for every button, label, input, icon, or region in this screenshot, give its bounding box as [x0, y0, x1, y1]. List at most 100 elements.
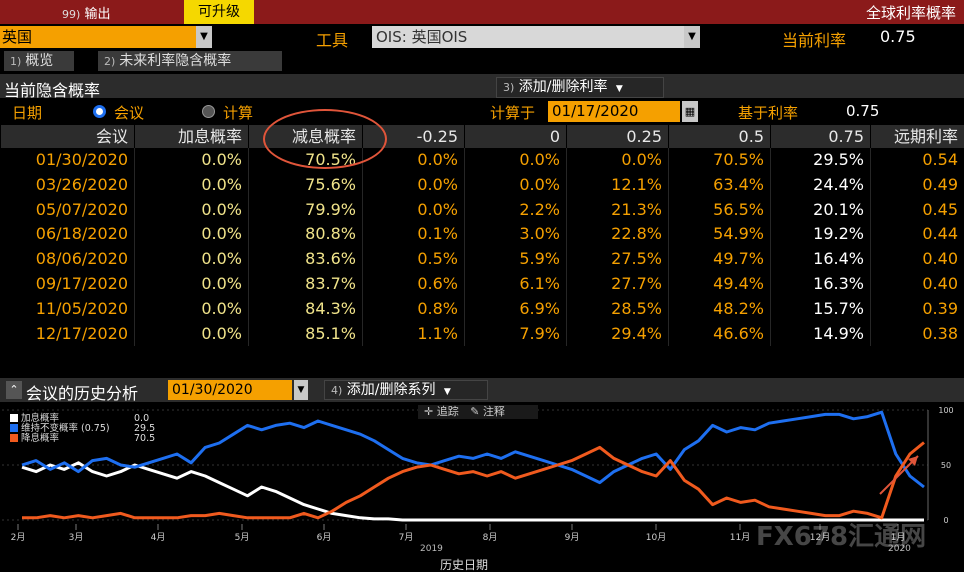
table-cell: 0.0% — [417, 174, 458, 194]
meeting-date-cell[interactable]: 12/17/2020 — [35, 323, 128, 343]
meeting-date-cell[interactable]: 03/26/2020 — [35, 174, 128, 194]
legend-value: 0.0 — [134, 413, 150, 424]
calendar-icon[interactable]: ▦ — [682, 101, 698, 122]
legend-swatch — [10, 424, 18, 432]
table-cell: 80.8% — [305, 224, 356, 244]
x-tick-label: 4月 — [151, 532, 166, 543]
x-axis-label: 历史日期 — [440, 558, 489, 572]
table-cell: 27.5% — [611, 249, 662, 269]
column-divider — [770, 148, 771, 346]
table-cell: 0.0% — [201, 323, 242, 343]
meeting-date-cell[interactable]: 08/06/2020 — [35, 249, 128, 269]
calc-date-input[interactable]: 01/17/2020 — [548, 101, 680, 122]
history-date-input[interactable]: 01/30/2020 — [168, 380, 292, 400]
output-menu-number: 99) — [62, 8, 81, 21]
table-cell: 0.0% — [201, 274, 242, 293]
column-header[interactable]: 0.75 — [770, 125, 870, 148]
history-title: 会议的历史分析 — [26, 384, 139, 403]
section-title: 当前隐含概率 — [4, 81, 101, 100]
column-header[interactable]: 会议 — [0, 125, 134, 148]
x-tick-label: 9月 — [565, 532, 580, 543]
tool-dropdown-button[interactable]: ▼ — [684, 26, 700, 48]
table-cell: 46.6% — [713, 323, 764, 343]
crosshair-icon[interactable]: ✛ — [424, 405, 434, 418]
table-cell: 0.0% — [417, 199, 458, 219]
current-rate-value: 0.75 — [880, 27, 916, 46]
column-divider — [668, 148, 669, 346]
table-cell: 15.7% — [813, 298, 864, 318]
highlight-circle — [263, 109, 387, 169]
radio-calculate[interactable] — [202, 105, 215, 118]
chevron-down-icon[interactable]: ▼ — [294, 380, 308, 400]
x-tick-label: 3月 — [69, 532, 84, 543]
country-select[interactable]: 英国 — [0, 26, 212, 48]
table-cell: 0.0% — [201, 224, 242, 244]
window-title: 全球利率概率 — [865, 4, 956, 22]
output-menu-label: 输出 — [84, 7, 111, 22]
radio-calculate-label: 计算 — [223, 104, 254, 122]
section-header — [0, 74, 964, 98]
table-cell: 7.9% — [519, 323, 560, 343]
table-cell: 0.40 — [922, 274, 958, 293]
column-header[interactable]: 0.5 — [668, 125, 770, 148]
add-remove-series-button[interactable]: 4) 添加/删除系列 ▼ — [324, 380, 488, 400]
output-menu[interactable]: 99) 输出 — [62, 3, 110, 22]
column-header[interactable]: 加息概率 — [134, 125, 248, 148]
date-label: 日期 — [12, 104, 43, 122]
table-cell: 0.0% — [201, 298, 242, 318]
legend-swatch — [10, 434, 18, 442]
tab-overview[interactable]: 1) 概览 — [4, 51, 74, 71]
table-cell: 27.7% — [611, 274, 662, 293]
table-cell: 70.5% — [713, 150, 764, 169]
tab-label: 未来利率隐含概率 — [119, 53, 232, 69]
based-rate-value: 0.75 — [846, 102, 880, 120]
column-header[interactable]: 0 — [464, 125, 566, 148]
table-header-row: 会议 加息概率 减息概率 -0.25 0 0.25 0.5 0.75 远期利率 — [0, 125, 964, 148]
table-cell: 49.4% — [713, 274, 764, 293]
country-dropdown-button[interactable]: ▼ — [196, 26, 212, 48]
meeting-date-cell[interactable]: 06/18/2020 — [35, 224, 128, 244]
column-header[interactable]: 0.25 — [566, 125, 668, 148]
legend-label: 降息概率 — [21, 433, 60, 444]
calc-on-label: 计算于 — [490, 104, 536, 122]
table-cell: 0.44 — [922, 224, 958, 244]
upgrade-badge[interactable]: 可升级 — [184, 0, 254, 24]
meeting-date-cell[interactable]: 01/30/2020 — [35, 150, 128, 169]
table-cell: 84.3% — [305, 298, 356, 318]
year-label-2019: 2019 — [420, 544, 443, 554]
tool-select[interactable]: OIS: 英国OIS — [372, 26, 700, 48]
track-label[interactable]: 追踪 — [436, 405, 459, 418]
tool-label: 工具 — [316, 31, 349, 50]
table-cell: 56.5% — [713, 199, 764, 219]
table-cell: 6.1% — [519, 274, 560, 293]
history-chart[interactable]: 2月 3月 4月 5月 6月 7月 8月 9月 10月 11月 12月 1月 0 50 100 ✛ 追踪 … — [0, 404, 964, 572]
tab-future-rate[interactable]: 2) 未来利率隐含概率 — [98, 51, 282, 71]
tab-label: 概览 — [25, 53, 54, 69]
double-chevron-up-icon[interactable]: ⌃ — [6, 381, 22, 399]
column-header[interactable]: 远期利率 — [870, 125, 964, 148]
meeting-date-cell[interactable]: 11/05/2020 — [35, 298, 128, 318]
x-tick-label: 8月 — [483, 532, 498, 543]
chevron-down-icon: ▼ — [443, 387, 451, 397]
meeting-date-cell[interactable]: 05/07/2020 — [35, 199, 128, 219]
y-tick-label: 0 — [943, 516, 948, 525]
radio-meeting-label: 会议 — [114, 104, 145, 122]
pencil-icon[interactable]: ✎ — [470, 405, 480, 418]
table-cell: 3.0% — [519, 224, 560, 244]
x-tick-label: 7月 — [399, 532, 414, 543]
table-cell: 16.4% — [813, 249, 864, 269]
table-cell: 5.9% — [519, 249, 560, 269]
table-cell: 48.2% — [713, 298, 764, 318]
table-cell: 2.2% — [519, 199, 560, 219]
legend-value: 29.5 — [134, 423, 156, 434]
series-line — [21, 461, 924, 522]
meeting-date-cell[interactable]: 09/17/2020 — [35, 274, 128, 293]
table-cell: 22.8% — [611, 224, 662, 244]
radio-meeting[interactable] — [93, 105, 106, 118]
table-cell: 0.40 — [922, 249, 958, 269]
based-rate-label: 基于利率 — [738, 104, 799, 122]
add-remove-rate-button[interactable]: 3) 添加/删除利率 ▼ — [496, 77, 664, 98]
annotate-label[interactable]: 注释 — [482, 405, 505, 418]
tab-number: 2) — [104, 55, 116, 68]
table-cell: 29.4% — [611, 323, 662, 343]
